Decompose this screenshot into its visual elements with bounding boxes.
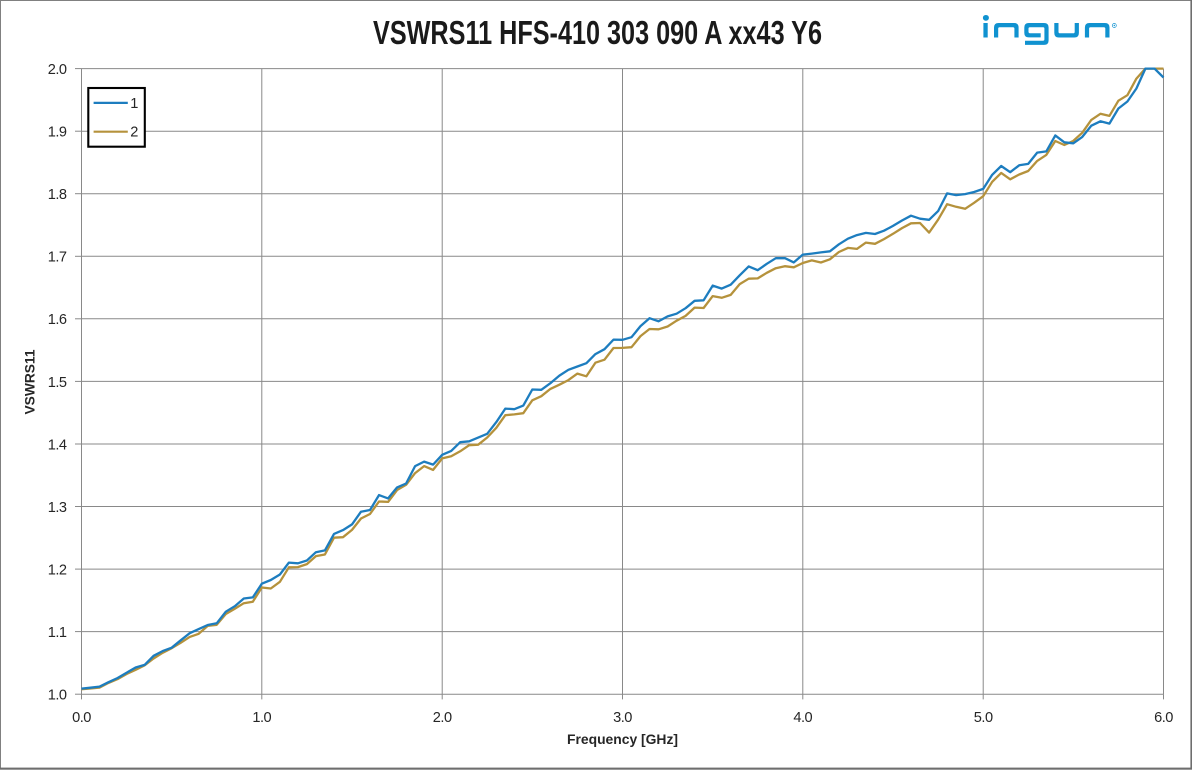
svg-text:1.3: 1.3 [48, 500, 67, 516]
svg-text:1.6: 1.6 [48, 312, 67, 328]
svg-text:5.0: 5.0 [974, 710, 993, 726]
svg-text:1.0: 1.0 [48, 688, 67, 704]
svg-text:2.0: 2.0 [48, 62, 67, 78]
svg-text:2: 2 [130, 125, 138, 141]
svg-text:1.8: 1.8 [48, 187, 67, 203]
svg-text:2.0: 2.0 [433, 710, 452, 726]
svg-text:1.5: 1.5 [48, 375, 67, 391]
svg-text:1.9: 1.9 [48, 125, 67, 141]
svg-text:1.0: 1.0 [252, 710, 271, 726]
svg-text:1.1: 1.1 [48, 625, 67, 641]
svg-text:VSWRS11 HFS-410 303 090 A xx43: VSWRS11 HFS-410 303 090 A xx43 Y6 [373, 15, 822, 52]
svg-text:1.7: 1.7 [48, 250, 67, 266]
svg-text:1.4: 1.4 [48, 437, 67, 453]
svg-text:1: 1 [130, 96, 138, 112]
svg-text:0.0: 0.0 [72, 710, 91, 726]
svg-text:3.0: 3.0 [613, 710, 632, 726]
svg-text:4.0: 4.0 [793, 710, 812, 726]
svg-text:6.0: 6.0 [1154, 710, 1173, 726]
svg-text:Frequency [GHz]: Frequency [GHz] [567, 732, 678, 748]
svg-text:VSWRS11: VSWRS11 [23, 349, 39, 414]
svg-text:1.2: 1.2 [48, 563, 67, 579]
